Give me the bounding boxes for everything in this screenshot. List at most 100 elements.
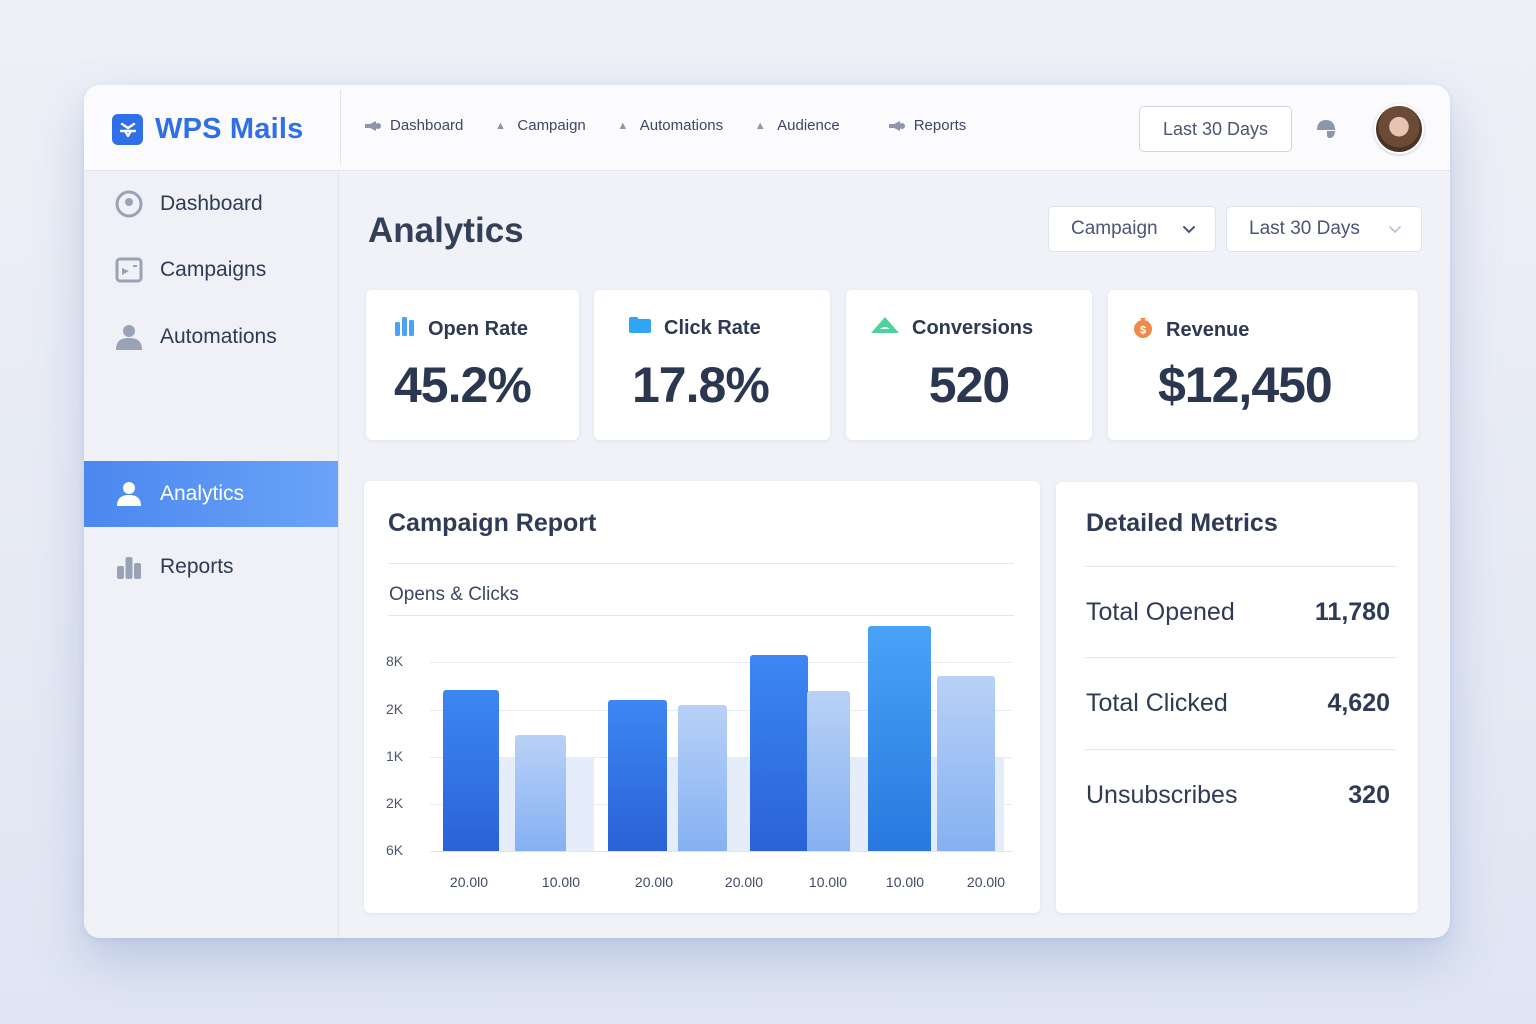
metric-value: 4,620 [1327,689,1390,717]
sidebar-item-label: Campaigns [160,258,267,281]
inbox-download-icon [112,114,143,145]
x-tick: 10.0l0 [885,874,925,890]
date-range-button[interactable]: Last 30 Days [1139,106,1292,152]
triangle-icon: ▲ [754,119,766,132]
money-bag-icon: $ [1132,316,1154,344]
metric-value: 320 [1348,781,1390,809]
folder-icon [628,316,652,340]
topnav-label: Audience [777,117,840,134]
kpi-label: Open Rate [428,317,529,340]
metric-row-total-opened: Total Opened 11,780 [1086,598,1390,627]
bar-clicks[interactable] [515,735,566,851]
sidebar-item-campaigns[interactable]: Campaigns [84,237,338,303]
kpi-value: 17.8% [632,357,770,413]
date-range-label: Last 30 Days [1249,218,1360,239]
y-tick: 8K [386,653,404,669]
x-tick: 10.0l0 [541,874,581,890]
sidebar-item-reports[interactable]: Reports [84,534,338,600]
divider [388,615,1014,616]
y-tick: 1K [386,748,404,764]
topnav-label: Automations [639,117,724,134]
sidebar-item-label: Analytics [160,482,245,505]
y-tick: 2K [386,701,404,717]
kpi-value: $12,450 [1158,357,1333,413]
topnav-label: Campaign [517,117,586,134]
metric-row-unsubscribes: Unsubscribes 320 [1086,781,1390,810]
kpi-label: Conversions [912,316,1034,339]
chart-subtitle: Opens & Clicks [389,584,519,605]
top-nav: Dashboard ▲ Campaign ▲ Automations ▲ Aud… [364,117,994,134]
topnav-item-dashboard[interactable]: Dashboard [364,117,463,134]
x-tick: 10.0l0 [808,874,848,890]
page-title: Analytics [368,211,524,250]
x-tick: 20.0l0 [966,874,1006,890]
bar-opens[interactable] [608,700,667,851]
bar-clicks[interactable] [937,676,995,851]
metric-value: 11,780 [1314,598,1390,626]
y-tick: 6K [386,842,404,858]
megaphone-icon [364,120,382,132]
sidebar-item-automations[interactable]: Automations [84,304,338,370]
panel-title: Detailed Metrics [1086,509,1278,537]
x-axis-baseline [430,851,1012,852]
bar-chart-icon [394,316,416,342]
top-bar: WPS Mails Dashboard ▲ Campaign ▲ Automat… [84,85,1450,171]
chevron-down-icon [1387,221,1403,243]
kpi-value: 520 [928,357,1010,413]
avatar[interactable] [1374,104,1424,154]
detailed-metrics-panel: Detailed Metrics Total Opened 11,780 Tot… [1056,482,1418,913]
divider [1085,566,1397,567]
x-tick: 20.0l0 [634,874,674,890]
topnav-label: Dashboard [390,117,464,134]
divider [1085,749,1395,750]
sidebar-item-dashboard[interactable]: Dashboard [84,171,338,237]
megaphone-icon [888,120,906,132]
campaign-report-panel: Campaign Report Opens & Clicks 8K 2K 1K … [364,481,1040,913]
campaign-filter-label: Campaign [1071,218,1158,239]
divider [388,563,1014,564]
kpi-value: 45.2% [394,357,532,413]
kpi-card-click-rate: Click Rate 17.8% [594,290,830,440]
campaign-filter-dropdown[interactable]: Campaign [1048,206,1216,252]
sidebar-item-label: Dashboard [160,192,263,215]
kpi-card-revenue: $ Revenue $12,450 [1108,290,1418,440]
sidebar-item-label: Automations [160,325,277,348]
bar-clicks[interactable] [678,705,727,851]
sidebar-item-label: Reports [160,555,234,578]
bell-icon[interactable] [1313,116,1341,144]
svg-text:$: $ [1140,325,1146,337]
topnav-item-audience[interactable]: ▲ Audience [751,117,840,134]
kpi-label: Revenue [1166,318,1250,341]
bar-opens[interactable] [868,626,931,851]
bar-opens[interactable] [443,690,499,851]
image-frame-icon [114,255,144,285]
triangle-icon: ▲ [494,119,506,132]
kpi-card-conversions: Conversions 520 [846,290,1092,440]
x-tick: 20.0l0 [724,874,764,890]
chevron-down-icon [1181,221,1197,243]
topnav-label: Reports [913,117,967,134]
kpi-card-open-rate: Open Rate 45.2% [366,290,579,440]
date-range-dropdown[interactable]: Last 30 Days [1226,206,1422,252]
kpi-label: Click Rate [664,316,761,339]
topnav-item-reports[interactable]: Reports [888,117,967,134]
circle-dot-icon [114,189,144,219]
app-window: WPS Mails Dashboard ▲ Campaign ▲ Automat… [84,85,1450,938]
gridline [430,662,1012,663]
topnav-item-campaign[interactable]: ▲ Campaign [491,117,586,134]
triangle-icon: ▲ [617,119,629,132]
divider [1085,657,1397,658]
panel-title: Campaign Report [388,509,597,537]
bar-opens[interactable] [750,655,808,851]
brand[interactable]: WPS Mails [112,113,303,146]
metric-label: Total Opened [1086,598,1235,626]
user-icon [114,479,144,509]
metric-row-total-clicked: Total Clicked 4,620 [1086,689,1390,718]
topnav-item-automations[interactable]: ▲ Automations [614,117,723,134]
bar-chart-icon [114,552,144,582]
sidebar-item-analytics[interactable]: Analytics [84,461,338,527]
metric-label: Total Clicked [1086,689,1228,717]
metric-label: Unsubscribes [1086,781,1238,809]
bar-clicks[interactable] [807,691,850,851]
user-icon [114,322,144,352]
